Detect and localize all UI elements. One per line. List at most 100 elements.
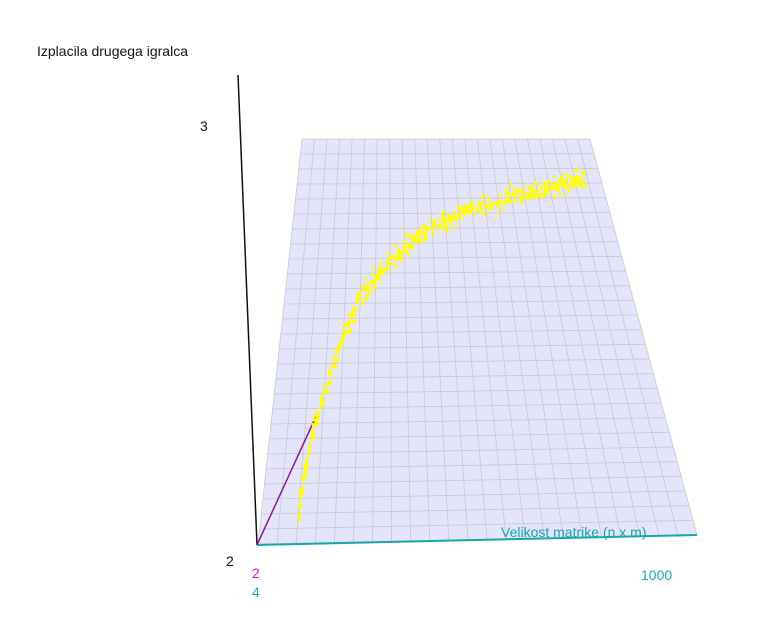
data-point <box>387 257 391 261</box>
grid-line <box>272 402 662 410</box>
data-point <box>544 186 548 190</box>
data-point <box>348 314 352 318</box>
data-point <box>575 180 579 184</box>
data-point <box>557 185 561 189</box>
data-point <box>311 431 314 435</box>
data-point <box>500 202 503 205</box>
grid-line <box>295 138 328 544</box>
data-point <box>327 383 331 387</box>
x-axis-line <box>256 534 698 546</box>
data-point <box>533 181 537 185</box>
data-point <box>445 229 449 233</box>
data-point <box>333 354 337 358</box>
data-point <box>532 188 536 192</box>
data-point <box>574 169 577 173</box>
data-point <box>298 515 302 519</box>
data-point <box>400 250 404 253</box>
data-point <box>299 490 303 494</box>
x-tick-label: 4 <box>252 584 260 600</box>
data-point <box>506 197 510 201</box>
data-point <box>325 388 329 391</box>
data-point <box>357 297 360 301</box>
data-point <box>356 300 360 304</box>
data-point <box>353 319 357 323</box>
data-point <box>553 194 557 197</box>
data-point <box>306 456 309 460</box>
grid-line <box>279 343 646 350</box>
data-point <box>465 208 469 212</box>
grid-line <box>414 138 431 541</box>
data-point <box>417 228 421 232</box>
data-point <box>404 234 408 238</box>
grid-line <box>288 255 622 260</box>
data-point <box>409 243 413 247</box>
data-point <box>472 207 475 211</box>
y-tick-label: 2 <box>252 565 260 581</box>
data-point <box>554 182 558 186</box>
grid-line <box>257 138 303 545</box>
data-point <box>562 172 566 176</box>
data-point <box>377 273 381 277</box>
data-point <box>521 196 525 200</box>
data-point <box>424 232 428 236</box>
data-point <box>380 266 384 269</box>
data-point <box>431 226 435 230</box>
data-point <box>406 242 410 246</box>
data-point <box>390 262 394 266</box>
data-point <box>308 445 312 449</box>
data-point <box>488 204 491 208</box>
data-point <box>565 186 568 189</box>
data-point <box>329 370 333 374</box>
data-point <box>314 418 317 422</box>
data-point <box>534 194 538 198</box>
data-point <box>583 183 587 187</box>
data-point <box>371 272 375 276</box>
data-point <box>473 212 477 216</box>
data-point <box>443 225 447 228</box>
data-point <box>536 182 540 186</box>
data-point <box>357 291 361 295</box>
grid-line <box>284 299 634 305</box>
data-point <box>565 174 569 178</box>
y-axis-line <box>256 411 319 546</box>
data-point <box>428 226 432 230</box>
data-point <box>365 297 369 301</box>
data-point <box>346 330 350 334</box>
data-point <box>302 478 306 482</box>
data-point <box>523 194 527 198</box>
data-point <box>512 193 516 197</box>
data-point <box>339 340 343 344</box>
data-point <box>365 277 368 281</box>
data-point <box>487 207 491 211</box>
data-point <box>308 449 312 453</box>
grid-line <box>293 211 610 215</box>
data-point <box>481 200 485 204</box>
data-point <box>451 216 455 219</box>
data-point <box>523 185 527 189</box>
data-point <box>314 420 318 424</box>
data-point <box>461 218 465 222</box>
data-point <box>377 275 381 279</box>
data-point <box>329 379 333 383</box>
data-point <box>446 219 450 223</box>
data-point <box>372 265 376 269</box>
data-point <box>420 239 424 243</box>
data-point <box>298 501 302 505</box>
data-point <box>312 426 316 430</box>
data-point <box>556 189 560 193</box>
data-point <box>480 211 484 215</box>
data-point <box>378 270 381 274</box>
data-point <box>448 222 452 226</box>
data-point <box>557 182 561 186</box>
grid-line <box>589 138 698 536</box>
data-point <box>583 178 587 182</box>
data-point <box>386 251 389 255</box>
data-point <box>321 394 325 398</box>
data-point <box>301 484 305 488</box>
data-point <box>304 460 308 463</box>
data-point <box>417 234 421 237</box>
data-point <box>373 282 377 285</box>
data-point <box>506 185 510 189</box>
data-point <box>436 224 440 228</box>
grid-line <box>489 138 545 539</box>
